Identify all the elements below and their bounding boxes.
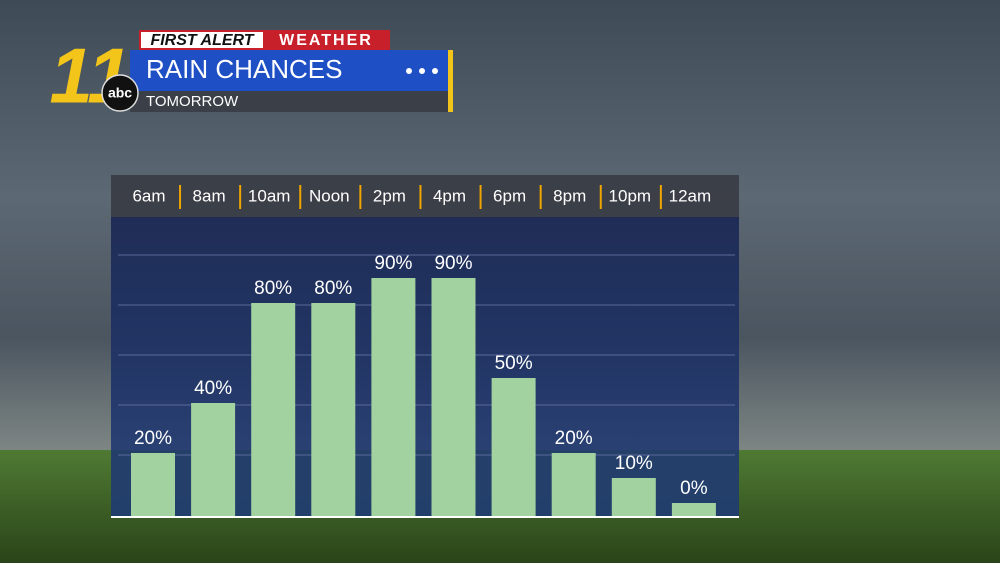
value-label: 40% xyxy=(194,378,232,399)
bar xyxy=(371,278,416,517)
x-tick-label: 6am xyxy=(132,186,165,205)
x-tick-label: 10pm xyxy=(609,186,652,205)
bar xyxy=(551,453,596,517)
bar xyxy=(311,303,356,517)
bar xyxy=(431,278,476,517)
dot xyxy=(406,68,412,74)
weather-label: WEATHER xyxy=(279,32,373,49)
bar xyxy=(191,403,236,517)
bar xyxy=(671,503,716,517)
x-tick-label: 8am xyxy=(193,186,226,205)
value-label: 90% xyxy=(374,253,412,274)
value-label: 50% xyxy=(495,353,533,374)
dot xyxy=(432,68,438,74)
x-tick-label: Noon xyxy=(309,186,350,205)
value-label: 20% xyxy=(555,428,593,449)
value-label: 10% xyxy=(615,453,653,474)
x-tick-label: 8pm xyxy=(553,186,586,205)
x-tick-label: 2pm xyxy=(373,186,406,205)
category-header xyxy=(111,175,739,217)
network-logo xyxy=(101,74,139,112)
value-label: 0% xyxy=(680,478,708,499)
bar xyxy=(611,478,656,517)
value-label: 20% xyxy=(134,428,172,449)
dot xyxy=(419,68,425,74)
chart-title: RAIN CHANCES xyxy=(146,54,342,84)
value-label: 80% xyxy=(314,278,352,299)
title-bar xyxy=(130,50,452,91)
x-tick-label: 10am xyxy=(248,186,291,205)
first-alert: FIRST ALERT xyxy=(150,32,254,49)
x-tick-label: 4pm xyxy=(433,186,466,205)
bars: 6am 20% 8am 40% 10am 80% Noon 80% 2pm 90% 4pm 90% 6p… xyxy=(131,185,716,517)
value-label: 80% xyxy=(254,278,292,299)
network-name: abc xyxy=(108,85,132,101)
value-label: 90% xyxy=(434,253,472,274)
accent xyxy=(448,50,453,112)
bar xyxy=(251,303,296,517)
banner-white xyxy=(141,32,263,48)
bar xyxy=(131,453,175,517)
chart-subtitle: TOMORROW xyxy=(146,93,239,110)
x-tick-label: 6pm xyxy=(493,186,526,205)
subtitle-bar xyxy=(130,91,452,112)
bar xyxy=(491,378,536,517)
x-tick-label: 12am xyxy=(669,186,712,205)
